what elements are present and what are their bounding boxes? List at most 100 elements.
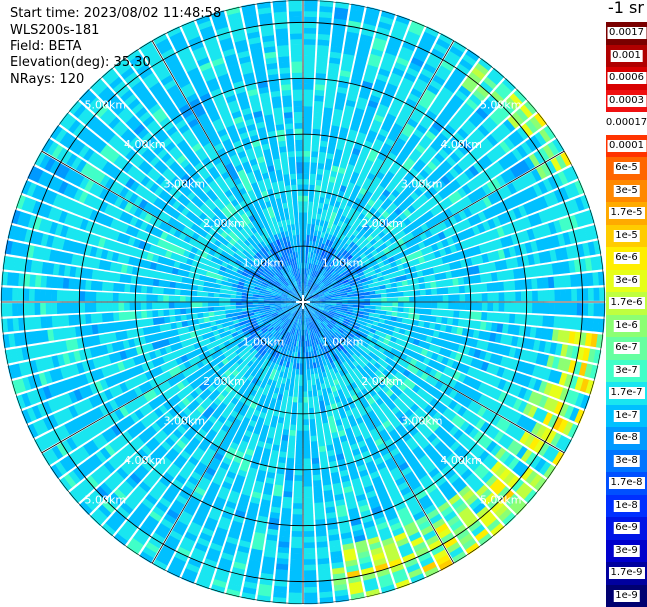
gate-cell xyxy=(462,53,477,67)
gate-cell xyxy=(101,312,109,323)
gate-cell xyxy=(303,553,316,560)
gate-cell xyxy=(225,313,232,319)
gate-cell xyxy=(382,175,392,185)
gate-cell xyxy=(374,157,384,167)
gate-cell xyxy=(425,308,432,315)
gate-cell xyxy=(324,95,335,104)
gate-cell xyxy=(497,187,508,200)
gate-cell xyxy=(312,384,317,392)
gate-cell xyxy=(308,402,314,409)
gate-cell xyxy=(207,302,214,307)
gate-cell xyxy=(412,148,423,159)
gate-cell xyxy=(416,270,424,278)
gate-cell xyxy=(311,218,316,225)
ray xyxy=(303,302,599,380)
gate-cell xyxy=(315,179,322,186)
gate-cell xyxy=(300,341,303,348)
gate-cell xyxy=(316,50,329,58)
ray xyxy=(303,224,599,302)
gate-cell xyxy=(464,285,471,293)
gate-cell xyxy=(548,206,559,220)
gate-cell xyxy=(424,315,432,322)
gate-cell xyxy=(472,213,482,224)
gate-cell xyxy=(316,384,322,391)
gate-cell xyxy=(202,312,210,318)
gate-cell xyxy=(303,514,314,521)
gate-cell xyxy=(323,290,330,294)
gate-cell xyxy=(555,154,567,169)
gate-cell xyxy=(328,288,335,292)
gate-cell xyxy=(565,345,574,359)
gate-cell xyxy=(542,223,552,236)
gate-cell xyxy=(314,285,319,291)
gate-cell xyxy=(474,62,489,76)
gate-cell xyxy=(336,260,343,267)
gate-cell xyxy=(430,309,438,316)
gate-cell xyxy=(353,184,362,193)
gate-cell xyxy=(312,294,319,298)
gate-cell xyxy=(492,302,500,312)
gate-cell xyxy=(464,76,479,89)
gate-cell xyxy=(124,311,131,321)
gate-cell xyxy=(84,302,91,313)
gate-cell xyxy=(580,194,591,210)
ray xyxy=(303,125,556,302)
ray xyxy=(303,100,538,302)
gate-cell xyxy=(300,346,303,353)
gate-cell xyxy=(333,108,344,116)
gate-cell xyxy=(410,20,425,31)
gate-cell xyxy=(428,252,437,261)
gate-cell xyxy=(446,50,461,63)
gate-cell xyxy=(407,118,419,129)
gate-cell xyxy=(452,278,459,286)
gate-cell xyxy=(309,257,313,264)
gate-cell xyxy=(529,116,543,131)
gate-cell xyxy=(363,288,370,293)
gate-cell xyxy=(569,182,580,197)
gate-cell xyxy=(546,263,554,276)
gate-cell xyxy=(140,294,147,302)
gate-cell xyxy=(290,547,303,554)
gate-cell xyxy=(380,293,388,298)
gate-cell xyxy=(196,296,203,302)
gate-cell xyxy=(129,302,136,311)
gate-cell xyxy=(375,302,382,306)
gate-cell xyxy=(407,204,416,214)
gate-cell xyxy=(420,262,428,270)
gate-cell xyxy=(303,268,305,275)
gate-cell xyxy=(169,315,176,323)
gate-cell xyxy=(360,278,368,283)
gate-cell xyxy=(303,145,311,152)
gate-cell xyxy=(314,241,319,248)
gate-cell xyxy=(404,185,414,195)
gate-cell xyxy=(290,553,303,560)
gate-cell xyxy=(318,292,325,296)
gate-cell xyxy=(430,243,439,252)
gate-cell xyxy=(416,216,425,226)
gate-cell xyxy=(230,302,236,306)
gate-cell xyxy=(438,33,454,45)
gate-cell xyxy=(308,274,312,281)
gate-cell xyxy=(257,299,264,302)
gate-cell xyxy=(579,211,590,226)
gate-cell xyxy=(399,82,412,93)
gate-cell xyxy=(401,318,409,324)
gate-cell xyxy=(431,302,438,309)
gate-cell xyxy=(427,267,435,275)
gate-cell xyxy=(450,326,458,335)
gate-cell xyxy=(377,238,385,246)
gate-cell xyxy=(423,165,434,175)
ray xyxy=(303,89,527,302)
gate-cell xyxy=(284,418,291,425)
gate-cell xyxy=(336,245,343,253)
gate-cell xyxy=(325,297,332,300)
gate-cell xyxy=(308,300,315,302)
gate-cell xyxy=(462,195,473,207)
gate-cell xyxy=(304,279,307,286)
gate-cell xyxy=(422,114,434,126)
gate-cell xyxy=(310,368,315,375)
gate-cell xyxy=(547,276,555,289)
gate-cell xyxy=(311,139,320,147)
gate-cell xyxy=(303,44,316,51)
gate-cell xyxy=(392,67,405,77)
